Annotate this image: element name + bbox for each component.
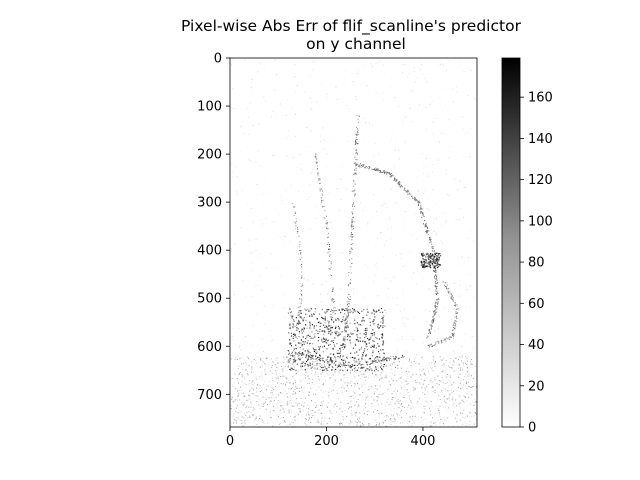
y-tick-label: 500 bbox=[197, 292, 222, 307]
error-heatmap bbox=[230, 58, 477, 427]
plot-frame bbox=[229, 57, 478, 428]
y-tick-label: 600 bbox=[197, 340, 222, 355]
colorbar-tick-label: 60 bbox=[528, 297, 545, 312]
colorbar-tick-label: 20 bbox=[528, 379, 545, 394]
x-axis: 0 200 400 bbox=[226, 427, 436, 449]
y-tick-label: 100 bbox=[197, 100, 222, 115]
heatmap-background bbox=[230, 58, 477, 427]
colorbar-frame bbox=[501, 57, 521, 428]
colorbar-axis: 0 20 40 60 80 100 120 140 160 bbox=[520, 91, 553, 436]
x-tick-label: 0 bbox=[226, 434, 234, 449]
colorbar-tick-label: 160 bbox=[528, 91, 553, 106]
x-tick-label: 200 bbox=[314, 434, 339, 449]
chart-title-line-1: Pixel-wise Abs Err of flif_scanline's pr… bbox=[181, 17, 522, 36]
y-tick-label: 0 bbox=[214, 52, 222, 67]
colorbar-tick-label: 120 bbox=[528, 173, 553, 188]
chart-title-line-2: on y channel bbox=[306, 35, 406, 53]
colorbar-tick-label: 140 bbox=[528, 132, 553, 147]
y-tick-label: 200 bbox=[197, 148, 222, 163]
y-tick-label: 300 bbox=[197, 196, 222, 211]
y-tick-label: 700 bbox=[197, 388, 222, 403]
colorbar-tick-label: 80 bbox=[528, 256, 545, 271]
y-tick-label: 400 bbox=[197, 244, 222, 259]
x-tick-label: 400 bbox=[411, 434, 436, 449]
colorbar-tick-label: 100 bbox=[528, 214, 553, 229]
colorbar bbox=[502, 58, 520, 427]
y-axis: 0 100 200 300 400 500 600 700 bbox=[197, 52, 230, 403]
colorbar-tick-label: 40 bbox=[528, 338, 545, 353]
colorbar-tick-label: 0 bbox=[528, 421, 536, 436]
